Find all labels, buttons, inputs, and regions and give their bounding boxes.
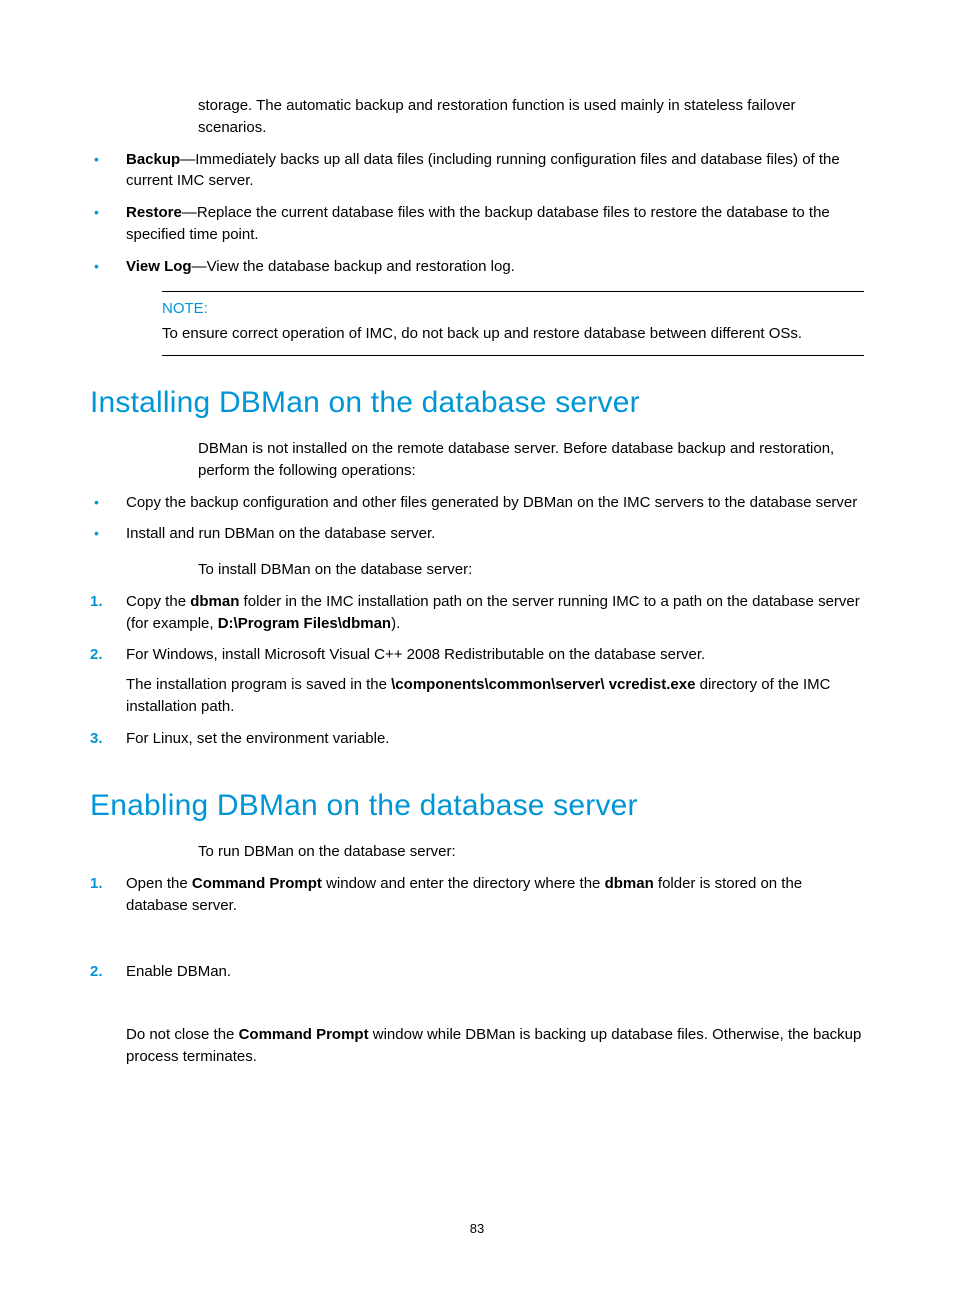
heading-installing-dbman: Installing DBMan on the database server — [90, 386, 864, 420]
note-label: NOTE: — [162, 300, 864, 317]
s2-step1-bold2: dbman — [605, 875, 654, 892]
spacer — [126, 917, 864, 951]
s2-step2-sub-prefix: Do not close the — [126, 1026, 239, 1043]
s2-step1-mid: window and enter the directory where the — [322, 875, 605, 892]
page-container: storage. The automatic backup and restor… — [0, 0, 954, 1296]
list-item: Install and run DBMan on the database se… — [90, 523, 864, 545]
step2-sub-prefix: The installation program is saved in the — [126, 676, 391, 693]
section2-para1: To run DBMan on the database server: — [198, 841, 864, 863]
bullet-term: View Log — [126, 258, 192, 275]
bullet-term: Restore — [126, 204, 182, 221]
section1-para2: To install DBMan on the database server: — [198, 559, 864, 581]
install-steps: Copy the dbman folder in the IMC install… — [90, 591, 864, 750]
note-box: NOTE: To ensure correct operation of IMC… — [162, 291, 864, 356]
step-2: For Windows, install Microsoft Visual C+… — [90, 644, 864, 717]
heading-enabling-dbman: Enabling DBMan on the database server — [90, 789, 864, 823]
bullet-restore: Restore—Replace the current database fil… — [90, 202, 864, 246]
enable-step-2: Enable DBMan. Do not close the Command P… — [90, 961, 864, 1068]
bullet-text: —Immediately backs up all data files (in… — [126, 151, 840, 190]
section1-bullets: Copy the backup configuration and other … — [90, 492, 864, 546]
list-item: Copy the backup configuration and other … — [90, 492, 864, 514]
spacer — [126, 982, 864, 1016]
bullet-backup: Backup—Immediately backs up all data fil… — [90, 149, 864, 193]
enable-steps: Open the Command Prompt window and enter… — [90, 873, 864, 1068]
bullet-text: —Replace the current database files with… — [126, 204, 830, 243]
step2-subtext: The installation program is saved in the… — [126, 674, 864, 718]
note-body: To ensure correct operation of IMC, do n… — [162, 323, 864, 345]
bullet-term: Backup — [126, 151, 180, 168]
s2-step2-subtext: Do not close the Command Prompt window w… — [126, 1024, 864, 1068]
step-3: For Linux, set the environment variable. — [90, 728, 864, 750]
intro-continuation-text: storage. The automatic backup and restor… — [198, 95, 864, 139]
page-number: 83 — [0, 1221, 954, 1236]
step1-suffix: ). — [391, 615, 400, 632]
step1-bold2: D:\Program Files\dbman — [218, 615, 391, 632]
step1-prefix: Copy the — [126, 593, 190, 610]
note-wrapper: NOTE: To ensure correct operation of IMC… — [162, 291, 864, 356]
bullet-text: —View the database backup and restoratio… — [192, 258, 515, 275]
s2-step2-text: Enable DBMan. — [126, 963, 231, 980]
s2-step1-prefix: Open the — [126, 875, 192, 892]
enable-step-1: Open the Command Prompt window and enter… — [90, 873, 864, 951]
section1-para2-wrap: To install DBMan on the database server: — [198, 559, 864, 581]
top-bullet-list: Backup—Immediately backs up all data fil… — [90, 149, 864, 278]
section1-para1: DBMan is not installed on the remote dat… — [198, 438, 864, 482]
step2-text: For Windows, install Microsoft Visual C+… — [126, 646, 705, 663]
s2-step2-sub-bold: Command Prompt — [239, 1026, 369, 1043]
step1-bold1: dbman — [190, 593, 239, 610]
step2-sub-bold: \components\common\server\ vcredist.exe — [391, 676, 695, 693]
intro-block: storage. The automatic backup and restor… — [198, 95, 864, 139]
section2-body: To run DBMan on the database server: — [198, 841, 864, 863]
section1-body: DBMan is not installed on the remote dat… — [198, 438, 864, 482]
s2-step1-bold1: Command Prompt — [192, 875, 322, 892]
step-1: Copy the dbman folder in the IMC install… — [90, 591, 864, 635]
bullet-view-log: View Log—View the database backup and re… — [90, 256, 864, 278]
